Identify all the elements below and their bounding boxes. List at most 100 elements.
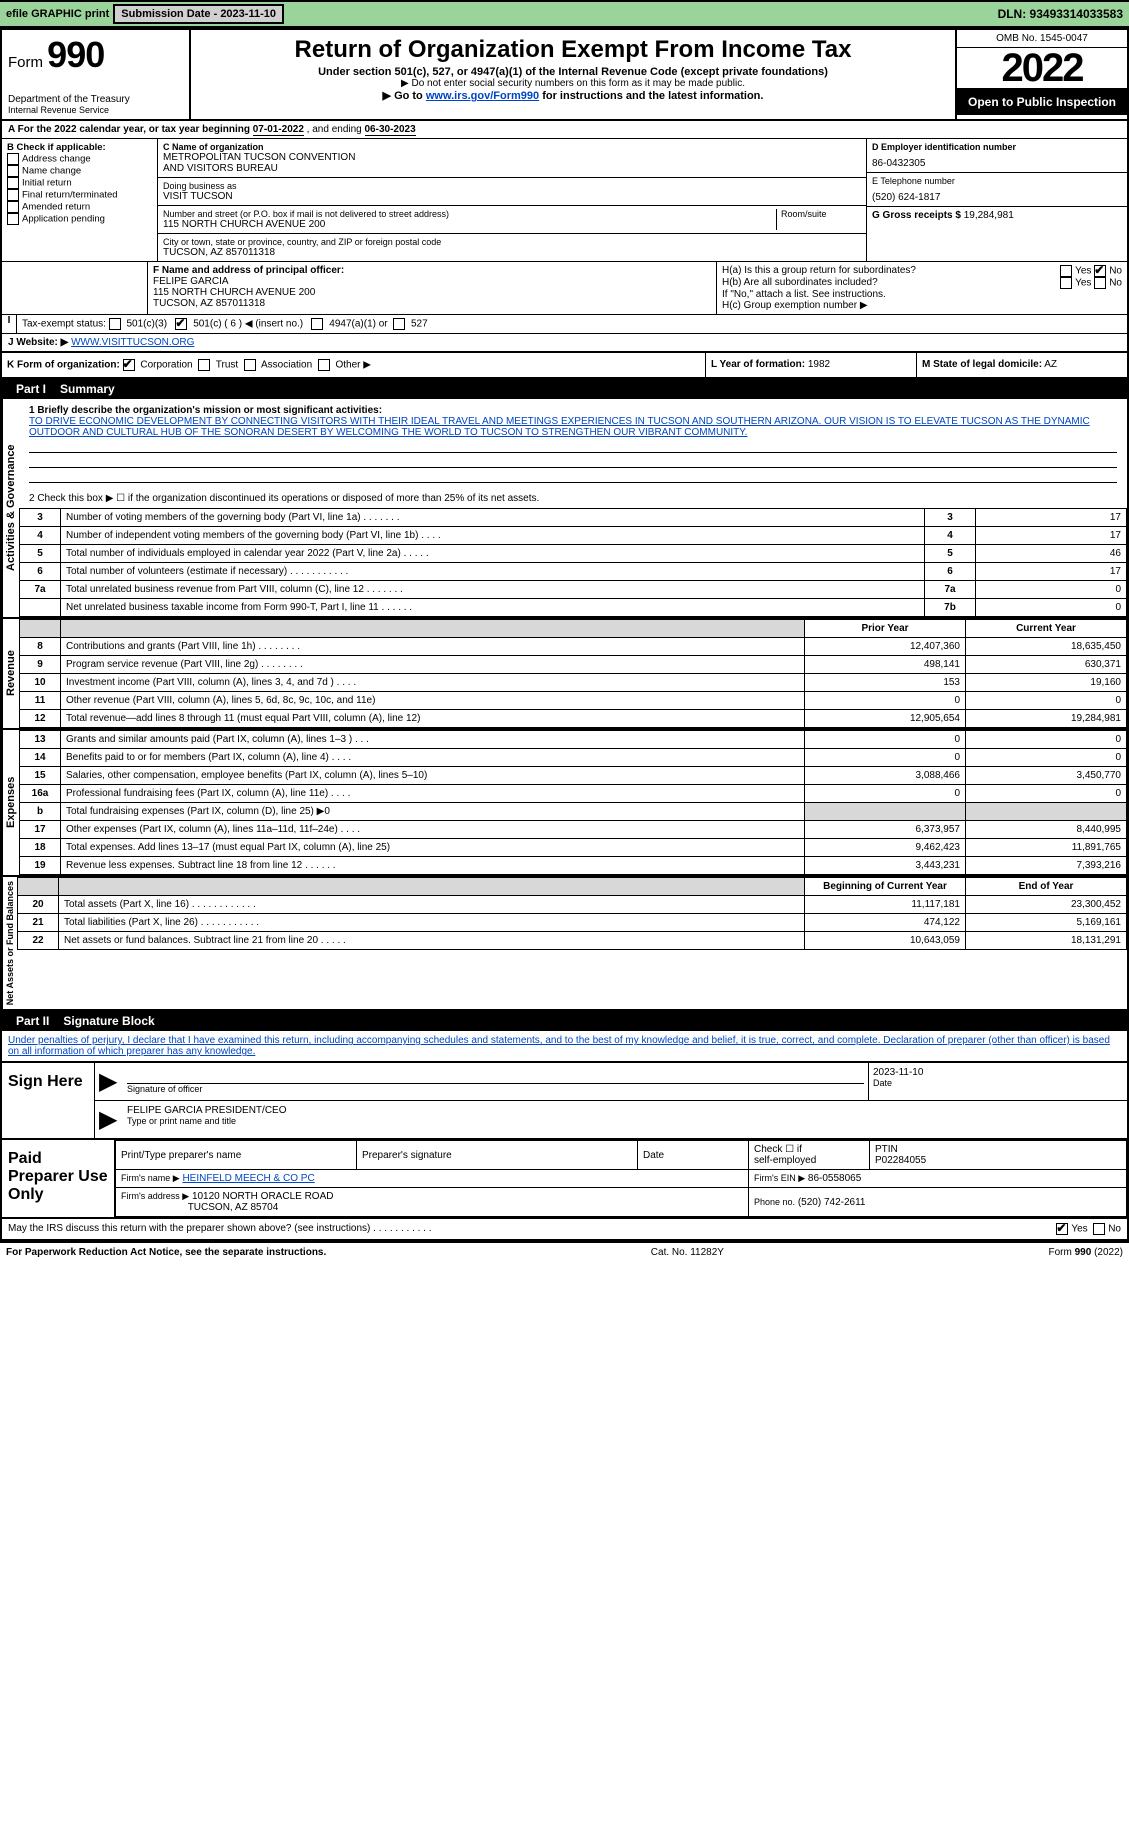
chk-527[interactable]	[393, 318, 405, 330]
chk-501c3[interactable]	[109, 318, 121, 330]
table-row: 19Revenue less expenses. Subtract line 1…	[20, 857, 1127, 875]
gross-value: 19,284,981	[964, 210, 1014, 221]
chk-address-change[interactable]	[7, 153, 19, 165]
chk-amended[interactable]	[7, 201, 19, 213]
opt-4947: 4947(a)(1) or	[329, 319, 387, 330]
paid-preparer-table: Print/Type preparer's name Preparer's si…	[115, 1140, 1127, 1217]
h-a-label: H(a) Is this a group return for subordin…	[722, 265, 1060, 277]
pp-ein-l: Firm's EIN ▶	[754, 1173, 805, 1183]
chk-ha-yes[interactable]	[1060, 265, 1072, 277]
opt-name-change: Name change	[22, 166, 81, 177]
chk-ha-no[interactable]	[1094, 265, 1106, 277]
chk-trust[interactable]	[198, 359, 210, 371]
line-a: A For the 2022 calendar year, or tax yea…	[2, 121, 1127, 139]
chk-other[interactable]	[318, 359, 330, 371]
side-expenses: Expenses	[2, 730, 19, 875]
table-row: 16aProfessional fundraising fees (Part I…	[20, 785, 1127, 803]
chk-app-pending[interactable]	[7, 213, 19, 225]
box-b-title: B Check if applicable:	[7, 142, 152, 153]
form-title: Return of Organization Exempt From Incom…	[201, 36, 945, 64]
part2-title: Signature Block	[63, 1014, 154, 1028]
chk-name-change[interactable]	[7, 165, 19, 177]
chk-assoc[interactable]	[244, 359, 256, 371]
form-header: Form 990 Department of the Treasury Inte…	[2, 30, 1127, 121]
paid-preparer-label: Paid Preparer Use Only	[2, 1140, 115, 1217]
mayirs-no: No	[1108, 1224, 1121, 1235]
dept-treasury: Department of the Treasury	[8, 94, 183, 105]
chk-hb-no[interactable]	[1094, 277, 1106, 289]
table-row: 8Contributions and grants (Part VIII, li…	[20, 638, 1127, 656]
table-row: 10Investment income (Part VIII, column (…	[20, 674, 1127, 692]
irs-link[interactable]: www.irs.gov/Form990	[426, 90, 539, 102]
dba-value: VISIT TUCSON	[163, 191, 861, 202]
pp-phone: (520) 742-2611	[798, 1197, 866, 1208]
pp-firmname[interactable]: HEINFELD MEECH & CO PC	[182, 1173, 314, 1184]
tax-year-begin: 07-01-2022	[253, 124, 304, 136]
table-row: 7a Total unrelated business revenue from…	[20, 581, 1127, 599]
sign-arrow-icon: ▶	[95, 1063, 123, 1100]
line-j: J Website: ▶ WWW.VISITTUCSON.ORG	[2, 334, 1127, 353]
ha-no: No	[1109, 266, 1122, 277]
part1-num: Part I	[8, 382, 54, 396]
part1-title: Summary	[60, 382, 115, 396]
form-meta-block: OMB No. 1545-0047 2022 Open to Public In…	[957, 30, 1127, 119]
pp-h5: PTIN	[875, 1144, 898, 1155]
pp-h4a: Check ☐ if	[754, 1144, 802, 1155]
expenses-table: 13Grants and similar amounts paid (Part …	[19, 730, 1127, 875]
netassets-section: Net Assets or Fund Balances Beginning of…	[2, 877, 1127, 1011]
chk-corp[interactable]	[123, 359, 135, 371]
dept-irs: Internal Revenue Service	[8, 105, 183, 115]
opt-initial-return: Initial return	[22, 178, 72, 189]
efile-label: efile GRAPHIC print	[6, 8, 109, 20]
city-value: TUCSON, AZ 857011318	[163, 247, 861, 258]
box-deg: D Employer identification number 86-0432…	[866, 139, 1127, 261]
part1-header: Part I Summary	[2, 379, 1127, 399]
chk-hb-yes[interactable]	[1060, 277, 1072, 289]
yearform-label: L Year of formation:	[711, 359, 805, 370]
table-row: 13Grants and similar amounts paid (Part …	[20, 731, 1127, 749]
may-irs-row: May the IRS discuss this return with the…	[2, 1219, 1127, 1240]
pp-firmaddr-l: Firm's address ▶	[121, 1191, 189, 1201]
form-container: Form 990 Department of the Treasury Inte…	[0, 28, 1129, 1242]
part2-header: Part II Signature Block	[2, 1011, 1127, 1031]
officer-name: FELIPE GARCIA	[153, 276, 711, 287]
section-bcdeg: B Check if applicable: Address change Na…	[2, 139, 1127, 262]
chk-4947[interactable]	[311, 318, 323, 330]
tax-year: 2022	[957, 48, 1127, 88]
table-row: 9Program service revenue (Part VIII, lin…	[20, 656, 1127, 674]
website-link[interactable]: WWW.VISITTUCSON.ORG	[71, 337, 194, 348]
org-name-1: METROPOLITAN TUCSON CONVENTION	[163, 152, 861, 163]
page-footer: For Paperwork Reduction Act Notice, see …	[0, 1242, 1129, 1262]
opt-trust: Trust	[216, 360, 238, 371]
opt-corp: Corporation	[140, 360, 192, 371]
chk-final-return[interactable]	[7, 189, 19, 201]
footer-left: For Paperwork Reduction Act Notice, see …	[6, 1247, 326, 1258]
mission-text[interactable]: TO DRIVE ECONOMIC DEVELOPMENT BY CONNECT…	[29, 416, 1117, 438]
opt-app-pending: Application pending	[22, 214, 105, 225]
side-netassets: Net Assets or Fund Balances	[2, 877, 17, 1009]
chk-501c[interactable]	[175, 318, 187, 330]
form-id-block: Form 990 Department of the Treasury Inte…	[2, 30, 191, 119]
submission-date-button[interactable]: Submission Date - 2023-11-10	[113, 4, 284, 24]
pp-phone-l: Phone no.	[754, 1197, 795, 1207]
mission-label: 1 Briefly describe the organization's mi…	[29, 405, 1117, 416]
footer-mid: Cat. No. 11282Y	[651, 1247, 724, 1258]
officer-addr1: 115 NORTH CHURCH AVENUE 200	[153, 287, 711, 298]
side-governance: Activities & Governance	[2, 399, 19, 617]
section-i: I Tax-exempt status: 501(c)(3) 501(c) ( …	[2, 315, 1127, 334]
domicile-value: AZ	[1044, 359, 1057, 370]
table-row: 5 Total number of individuals employed i…	[20, 545, 1127, 563]
side-revenue: Revenue	[2, 619, 19, 728]
form-number: 990	[47, 34, 104, 75]
efile-topbar: efile GRAPHIC print Submission Date - 20…	[0, 0, 1129, 28]
penalties-text[interactable]: Under penalties of perjury, I declare th…	[2, 1031, 1127, 1061]
chk-initial-return[interactable]	[7, 177, 19, 189]
chk-mayirs-no[interactable]	[1093, 1223, 1105, 1235]
pp-h3: Date	[638, 1141, 749, 1170]
table-row: 20Total assets (Part X, line 16) . . . .…	[18, 896, 1127, 914]
line-klm: K Form of organization: Corporation Trus…	[2, 353, 1127, 379]
chk-mayirs-yes[interactable]	[1056, 1223, 1068, 1235]
footer-right-pre: Form	[1049, 1247, 1075, 1258]
h-c-label: H(c) Group exemption number ▶	[722, 300, 1122, 311]
expenses-section: Expenses 13Grants and similar amounts pa…	[2, 730, 1127, 877]
